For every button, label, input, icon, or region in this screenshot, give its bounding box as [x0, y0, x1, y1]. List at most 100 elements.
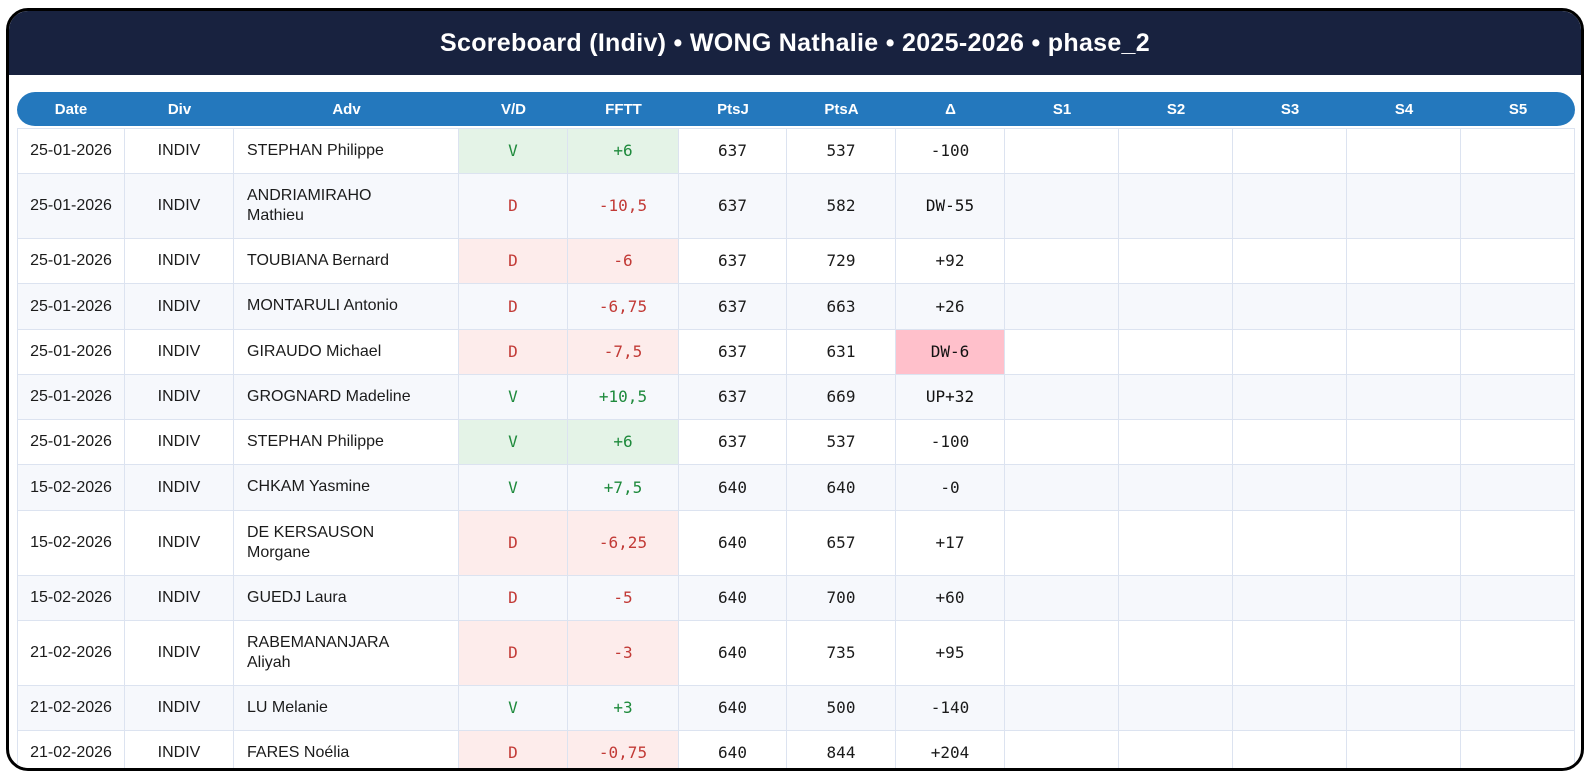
cell-date: 25-01-2026 — [17, 128, 125, 175]
cell-adv: GUEDJ Laura — [234, 575, 459, 621]
cell-div: INDIV — [125, 685, 234, 732]
cell-ptsj: 637 — [679, 329, 787, 375]
cell-delta: DW-55 — [896, 174, 1005, 240]
page-title: Scoreboard (Indiv) • WONG Nathalie • 202… — [440, 28, 1150, 57]
table-row: 25-01-2026 INDIV GROGNARD Madeline V +10,5 63… — [17, 374, 1575, 421]
cell-s1 — [1005, 620, 1119, 686]
cell-fftt: +10,5 — [568, 374, 679, 421]
cell-fftt: -5 — [568, 575, 679, 621]
cell-adv: LU Melanie — [234, 685, 459, 732]
cell-date: 25-01-2026 — [17, 174, 125, 240]
cell-s4 — [1347, 510, 1461, 576]
cell-s3 — [1233, 174, 1347, 240]
cell-delta: -100 — [896, 128, 1005, 175]
column-header-fftt: FFTT — [568, 92, 679, 128]
column-header-s5: S5 — [1461, 92, 1575, 128]
cell-s5 — [1461, 731, 1575, 768]
table-row: 25-01-2026 INDIV ANDRIAMIRAHO Mathieu D -10,… — [17, 174, 1575, 240]
cell-vd: D — [459, 620, 568, 686]
cell-s5 — [1461, 174, 1575, 240]
column-header-ptsj: PtsJ — [679, 92, 787, 128]
cell-s5 — [1461, 239, 1575, 285]
cell-div: INDIV — [125, 284, 234, 330]
cell-s1 — [1005, 174, 1119, 240]
cell-adv: ANDRIAMIRAHO Mathieu — [234, 174, 459, 240]
cell-date: 25-01-2026 — [17, 284, 125, 330]
cell-s3 — [1233, 374, 1347, 421]
cell-s2 — [1119, 685, 1233, 732]
table-header: Date Div Adv V/D FFTT PtsJ PtsA Δ S1 S2 S3 S4 S5 — [17, 92, 1575, 128]
cell-div: INDIV — [125, 128, 234, 175]
cell-vd: D — [459, 575, 568, 621]
cell-s5 — [1461, 128, 1575, 175]
cell-date: 25-01-2026 — [17, 239, 125, 285]
cell-adv: MONTARULI Antonio — [234, 284, 459, 330]
cell-date: 21-02-2026 — [17, 685, 125, 732]
cell-vd: V — [459, 465, 568, 511]
column-header-s4: S4 — [1347, 92, 1461, 128]
cell-ptsa: 729 — [787, 239, 896, 285]
cell-fftt: -0,75 — [568, 731, 679, 768]
cell-ptsj: 637 — [679, 374, 787, 421]
cell-s3 — [1233, 620, 1347, 686]
cell-delta: -0 — [896, 465, 1005, 511]
cell-fftt: -6,25 — [568, 510, 679, 576]
cell-ptsa: 537 — [787, 128, 896, 175]
cell-s5 — [1461, 374, 1575, 421]
cell-ptsa: 582 — [787, 174, 896, 240]
cell-date: 25-01-2026 — [17, 329, 125, 375]
cell-ptsa: 537 — [787, 420, 896, 466]
cell-s3 — [1233, 685, 1347, 732]
cell-delta: +204 — [896, 731, 1005, 768]
cell-vd: V — [459, 128, 568, 175]
cell-ptsa: 657 — [787, 510, 896, 576]
cell-s1 — [1005, 575, 1119, 621]
cell-fftt: +6 — [568, 420, 679, 466]
cell-adv: CHKAM Yasmine — [234, 465, 459, 511]
table-row: 15-02-2026 INDIV CHKAM Yasmine V +7,5 640 640-… — [17, 465, 1575, 511]
cell-s2 — [1119, 174, 1233, 240]
cell-ptsa: 640 — [787, 465, 896, 511]
cell-adv: STEPHAN Philippe — [234, 420, 459, 466]
cell-s5 — [1461, 685, 1575, 732]
cell-delta: UP+32 — [896, 374, 1005, 421]
cell-s2 — [1119, 374, 1233, 421]
table-row: 21-02-2026 INDIV RABEMANANJARA Aliyah D -3 64… — [17, 620, 1575, 686]
cell-s4 — [1347, 284, 1461, 330]
column-header-ptsa: PtsA — [787, 92, 896, 128]
cell-s1 — [1005, 239, 1119, 285]
cell-div: INDIV — [125, 420, 234, 466]
cell-delta: +92 — [896, 239, 1005, 285]
table-area: Date Div Adv V/D FFTT PtsJ PtsA Δ S1 S2 S3 S4 S5 25-… — [9, 75, 1581, 768]
cell-vd: D — [459, 239, 568, 285]
cell-s4 — [1347, 239, 1461, 285]
cell-vd: D — [459, 510, 568, 576]
cell-fftt: -3 — [568, 620, 679, 686]
cell-adv: GROGNARD Madeline — [234, 374, 459, 421]
opponent-name: CHKAM Yasmine — [247, 478, 370, 496]
cell-ptsa: 500 — [787, 685, 896, 732]
cell-s1 — [1005, 465, 1119, 511]
cell-s3 — [1233, 465, 1347, 511]
column-header-s3: S3 — [1233, 92, 1347, 128]
cell-delta: -100 — [896, 420, 1005, 466]
cell-ptsj: 637 — [679, 239, 787, 285]
cell-date: 21-02-2026 — [17, 620, 125, 686]
cell-s2 — [1119, 128, 1233, 175]
cell-ptsa: 669 — [787, 374, 896, 421]
cell-vd: V — [459, 374, 568, 421]
cell-s1 — [1005, 510, 1119, 576]
cell-s2 — [1119, 731, 1233, 768]
opponent-name: STEPHAN Philippe — [247, 142, 384, 159]
table-row: 15-02-2026 INDIV DE KERSAUSON Morgane D -6,2… — [17, 510, 1575, 576]
cell-s2 — [1119, 284, 1233, 330]
opponent-name: LU Melanie — [247, 698, 328, 716]
cell-s4 — [1347, 329, 1461, 375]
table-row: 25-01-2026 INDIV STEPHAN Philippe V +6 637 537… — [17, 420, 1575, 466]
opponent-name: DE KERSAUSON Morgane — [247, 523, 375, 561]
cell-date: 25-01-2026 — [17, 374, 125, 421]
table-row: 25-01-2026 INDIV MONTARULI Antonio D -6,75 63… — [17, 284, 1575, 330]
cell-ptsa: 844 — [787, 731, 896, 768]
cell-ptsj: 637 — [679, 284, 787, 330]
cell-s4 — [1347, 174, 1461, 240]
